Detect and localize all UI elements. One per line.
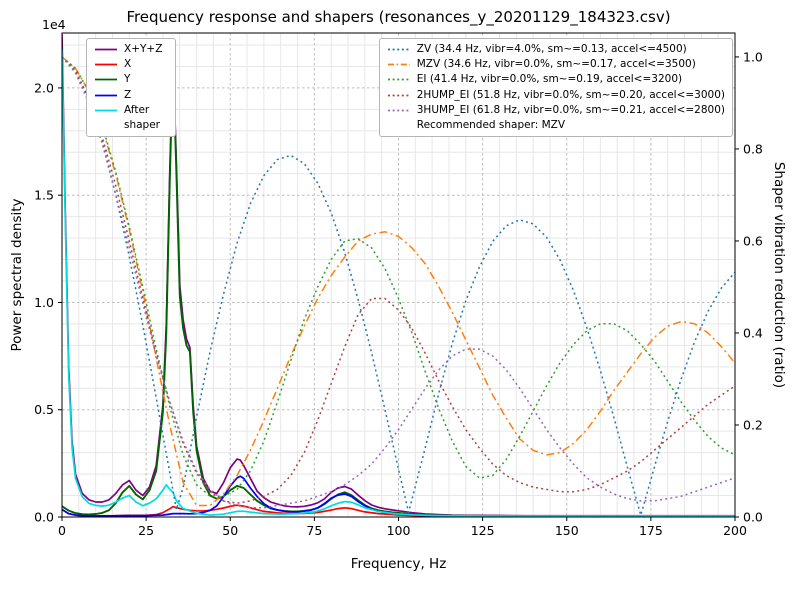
x-tick-label: 50 xyxy=(222,523,238,538)
legend-label-shaper-3hump-ei: 3HUMP_EI (61.8 Hz, vibr=0.0%, sm~=0.21, … xyxy=(416,103,725,116)
legend-item-x-plus-y-plus-z: X+Y+Z xyxy=(94,42,168,57)
legend-label-shaper-2hump-ei: 2HUMP_EI (51.8 Hz, vibr=0.0%, sm~=0.20, … xyxy=(416,88,725,101)
after-shaper-legend-line-swatch xyxy=(95,109,117,112)
legend-label-x: X xyxy=(124,58,132,71)
y-legend-line-swatch xyxy=(95,79,117,81)
legend-item-z: Z xyxy=(94,88,168,103)
shaper-ei-legend-line-swatch xyxy=(387,79,410,81)
legend-label-shaper-ei: EI (41.4 Hz, vibr=0.0%, sm~=0.19, accel<… xyxy=(416,73,683,86)
y-right-tick-label: 0.6 xyxy=(743,233,763,248)
legend-item-shaper-mzv: MZV (34.6 Hz, vibr=0.0%, sm~=0.17, accel… xyxy=(387,57,725,72)
legend-item-shaper-ei: EI (41.4 Hz, vibr=0.0%, sm~=0.19, accel<… xyxy=(387,72,725,87)
series-shaper-zv xyxy=(62,56,735,516)
y-right-tick-label: 0.2 xyxy=(743,417,763,432)
y-left-tick-label: 2.0 xyxy=(34,80,54,95)
legend-item-shaper-3hump-ei: 3HUMP_EI (61.8 Hz, vibr=0.0%, sm~=0.21, … xyxy=(387,103,725,118)
y-axis-label-left: Power spectral density xyxy=(9,198,25,352)
chart-title: Frequency response and shapers (resonanc… xyxy=(126,8,671,26)
x-axis-label: Frequency, Hz xyxy=(350,556,447,572)
shaper-mzv-legend-line-swatch xyxy=(387,63,410,66)
shaper-2hump-ei-legend-line-swatch xyxy=(387,94,410,97)
series-y xyxy=(62,59,735,517)
y-left-tick-label: 0.5 xyxy=(34,402,54,417)
y-left-tick-label: 0.0 xyxy=(34,510,54,525)
legend-label-shaper-mzv: MZV (34.6 Hz, vibr=0.0%, sm~=0.17, accel… xyxy=(416,58,696,71)
series-shaper-mzv xyxy=(62,56,735,507)
y-right-tick-label: 1.0 xyxy=(743,49,763,64)
y-left-tick-label: 1.5 xyxy=(34,188,54,203)
shaper-zv-legend-line-swatch xyxy=(387,48,410,51)
x-tick-label: 175 xyxy=(639,523,663,538)
y-axis-label-right: Shaper vibration reduction (ratio) xyxy=(771,161,787,389)
series-x-plus-y-plus-z xyxy=(62,34,735,517)
tick-marks xyxy=(58,56,739,521)
legend-psd-series: X+Y+Z X Y Z After shaper xyxy=(86,38,176,138)
y-right-tick-label: 0.4 xyxy=(743,325,763,340)
y-right-tick-label: 0.8 xyxy=(743,141,763,156)
legend-shapers: ZV (34.4 Hz, vibr=4.0%, sm~=0.13, accel<… xyxy=(378,38,733,138)
legend-item-shaper-2hump-ei: 2HUMP_EI (51.8 Hz, vibr=0.0%, sm~=0.20, … xyxy=(387,88,725,103)
y-axis-offset-label: 1e4 xyxy=(42,17,66,32)
series-after-shaper xyxy=(62,49,735,517)
x-tick-label: 100 xyxy=(387,523,411,538)
legend-item-after-shaper: After shaper xyxy=(94,103,168,133)
legend-label-after-shaper: After shaper xyxy=(124,103,161,132)
recommended-shaper-note: Recommended shaper: MZV xyxy=(387,118,725,133)
legend-item-shaper-zv: ZV (34.4 Hz, vibr=4.0%, sm~=0.13, accel<… xyxy=(387,42,725,57)
series-shaper-3hump-ei xyxy=(62,56,735,509)
legend-label-y: Y xyxy=(124,73,131,86)
x-legend-line-swatch xyxy=(95,63,117,66)
x-tick-label: 75 xyxy=(306,523,322,538)
x-tick-label: 150 xyxy=(555,523,579,538)
x-tick-label: 0 xyxy=(58,523,66,538)
x-plus-y-plus-z-legend-line-swatch xyxy=(95,48,117,51)
legend-label-x-plus-y-plus-z: X+Y+Z xyxy=(124,43,163,55)
legend-item-y: Y xyxy=(94,72,168,87)
z-legend-line-swatch xyxy=(95,94,117,97)
shaper-3hump-ei-legend-line-swatch xyxy=(387,109,410,112)
series-shaper-ei xyxy=(62,56,735,498)
tick-labels: 0 25 50 75 100 125 150 175 2000.00.51.01.52.00.0… xyxy=(34,49,763,538)
y-left-tick-label: 1.0 xyxy=(34,295,54,310)
series-layer xyxy=(62,34,735,517)
x-tick-label: 200 xyxy=(723,523,747,538)
legend-label-z: Z xyxy=(124,88,132,101)
x-tick-label: 25 xyxy=(138,523,154,538)
legend-item-x: X xyxy=(94,57,168,72)
x-tick-label: 125 xyxy=(471,523,495,538)
y-right-tick-label: 0.0 xyxy=(743,510,763,525)
recommended-shaper-text: Recommended shaper: MZV xyxy=(416,119,566,132)
legend-label-shaper-zv: ZV (34.4 Hz, vibr=4.0%, sm~=0.13, accel<… xyxy=(416,43,687,55)
